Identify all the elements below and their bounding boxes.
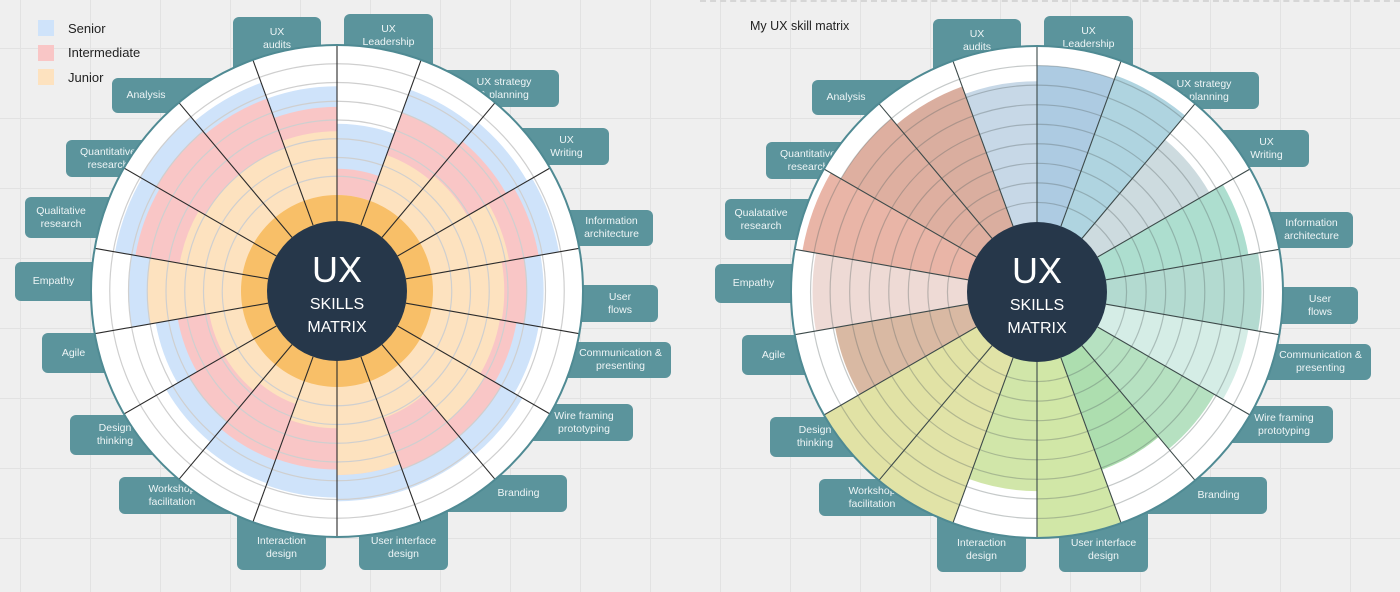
skill-fill-user-flows (1037, 253, 1262, 331)
sector-divider (360, 59, 422, 226)
sector-divider (405, 302, 580, 335)
skill-label-qualitative-research: Qualitative research (36, 204, 86, 230)
skill-label-information-architecture: Information architecture (584, 215, 639, 240)
skill-fill-workshop-facilitation (878, 292, 1037, 524)
panel-title: My UX skill matrix (750, 19, 850, 33)
skill-label-workshop-facilitation: Workshop facilitation (848, 484, 896, 510)
center-hub: UX SKILLS MATRIX (267, 221, 407, 361)
legend-item-intermediate: Intermediate (38, 41, 140, 66)
sector-divider (1097, 168, 1251, 258)
skill-label-agile: Agile (61, 346, 86, 359)
skill-label-interaction-design: Interaction design (256, 534, 307, 560)
skills-matrix-template-panel: Senior Intermediate Junior UX Leadership… (0, 0, 700, 590)
center-title-line2: SKILLS (310, 296, 364, 313)
sector-divider (123, 325, 277, 415)
skill-label-design-thinking: Design thinking (96, 422, 134, 447)
center-title-line2: SKILLS (1010, 297, 1064, 314)
skill-label-communication-presenting: Communication & presenting (1279, 349, 1362, 374)
sector-divider (252, 59, 314, 226)
skill-label-ux-audits: UX audits (262, 25, 292, 51)
wheel-outline (790, 45, 1284, 539)
skill-label-information-architecture: Information architecture (1284, 217, 1339, 242)
legend-item-junior: Junior (38, 65, 140, 90)
skill-label-agile: Agile (761, 348, 786, 361)
sector-divider (381, 344, 496, 480)
sector-divider (823, 168, 977, 258)
skill-label-wire-framing-prototyping: Wire framing prototyping (1254, 411, 1314, 437)
center-circle (267, 221, 407, 361)
legend-label: Junior (68, 69, 104, 85)
sector-divider (1060, 357, 1122, 524)
center-circle (967, 222, 1107, 362)
skill-label-analysis: Analysis (826, 91, 866, 103)
center-hub: UX SKILLS MATRIX (967, 222, 1107, 362)
sector-divider (94, 247, 269, 280)
skill-label-communication-presenting: Communication & presenting (579, 347, 662, 372)
skill-fill-empathy (812, 253, 1037, 331)
sector-divider (360, 356, 422, 523)
sector-divider (952, 357, 1014, 524)
legend: Senior Intermediate Junior (38, 16, 140, 90)
skill-label-user-flows: User flows (1308, 292, 1332, 318)
skill-label-analysis: Analysis (126, 89, 166, 101)
skill-label-ux-audits: UX audits (962, 27, 992, 53)
sector-divider (878, 345, 993, 481)
skill-label-ux-leadership: UX Leadership (362, 23, 415, 48)
legend-label: Senior (68, 20, 106, 36)
skill-label-wire-framing-prototyping: Wire framing prototyping (554, 409, 614, 435)
skill-label-ux-writing: UX Writing (550, 133, 583, 159)
sector-divider (1060, 60, 1122, 227)
skill-label-user-interface-design: User interface design (370, 534, 437, 560)
legend-swatch-intermediate (38, 44, 54, 61)
sector-divider (405, 247, 580, 280)
wheel-outline (90, 44, 584, 538)
skill-label-workshop-facilitation: Workshop facilitation (148, 482, 196, 508)
skill-label-user-flows: User flows (608, 290, 632, 316)
skill-label-quantitative-research: Quantitative research (79, 145, 137, 171)
center-title-line1: UX (312, 249, 362, 290)
skill-label-interaction-design: Interaction design (956, 536, 1007, 562)
legend-label: Intermediate (68, 45, 141, 61)
sector-divider (178, 102, 293, 238)
skills-wheel-template: UX SKILLS MATRIX (90, 44, 584, 538)
sector-divider (381, 102, 496, 238)
skill-label-design-thinking: Design thinking (796, 424, 834, 449)
legend-swatch-senior (38, 20, 54, 37)
skills-wheel-personal: UX SKILLS MATRIX (790, 45, 1284, 539)
skill-label-quantitative-research: Quantitative research (779, 147, 837, 173)
my-skill-matrix-panel: My UX skill matrix UX Leadership UX strat… (700, 0, 1400, 590)
sector-divider (123, 167, 277, 257)
legend-swatch-junior (38, 69, 54, 86)
center-title-line3: MATRIX (307, 319, 367, 336)
skill-label-empathy: Empathy (732, 277, 775, 289)
skill-label-ux-writing: UX Writing (1250, 135, 1283, 161)
skill-label-empathy: Empathy (32, 275, 75, 287)
sector-divider (397, 325, 551, 415)
sector-divider (1097, 326, 1251, 416)
skill-label-ux-leadership: UX Leadership (1062, 25, 1115, 50)
sector-divider (178, 344, 293, 480)
sector-divider (252, 356, 314, 523)
legend-item-senior: Senior (38, 16, 140, 41)
skill-label-branding: Branding (1197, 489, 1240, 501)
skill-label-qualatative-research: Qualatative research (734, 206, 788, 232)
sector-divider (1081, 103, 1196, 239)
skill-label-branding: Branding (497, 487, 540, 499)
sector-divider (823, 326, 977, 416)
center-title-line1: UX (1012, 250, 1062, 291)
center-title-line3: MATRIX (1007, 320, 1067, 337)
sector-divider (1105, 248, 1280, 281)
skill-label-user-interface-design: User interface design (1070, 536, 1137, 562)
sector-divider (1105, 303, 1280, 336)
skill-fill-design-thinking (823, 292, 1037, 481)
sector-divider (952, 60, 1014, 227)
sector-divider (94, 302, 269, 335)
sector-divider (794, 303, 969, 336)
sector-divider (794, 248, 969, 281)
sector-divider (878, 103, 993, 239)
sector-divider (1081, 345, 1196, 481)
sector-divider (397, 167, 551, 257)
